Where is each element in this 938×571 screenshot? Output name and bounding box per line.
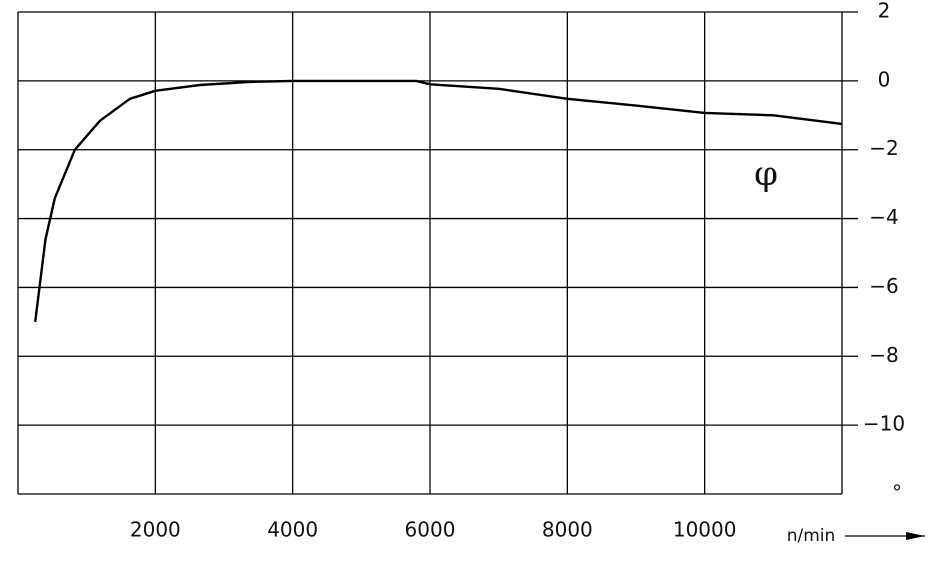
y-tick-label: −2: [869, 136, 898, 160]
y-tick-label: −4: [869, 205, 898, 229]
x-tick-label: 4000: [267, 518, 318, 542]
x-tick-label: 2000: [130, 518, 181, 542]
annotation: φ: [754, 154, 778, 194]
y-tick-label: 2: [878, 0, 891, 23]
x-axis-label: n/min: [787, 526, 836, 546]
line: [34, 79, 843, 323]
y-tick-label: 0: [878, 67, 891, 91]
x-arrow-head: [906, 532, 925, 540]
y-tick-label: −10: [863, 412, 905, 436]
y-axis-label: °: [892, 481, 902, 505]
x-tick-label: 8000: [542, 518, 593, 542]
y-tick-label: −8: [869, 343, 898, 367]
x-tick-label: 6000: [405, 518, 456, 542]
x-tick-label: 10000: [673, 518, 737, 542]
y-tick-label: −6: [869, 274, 898, 298]
